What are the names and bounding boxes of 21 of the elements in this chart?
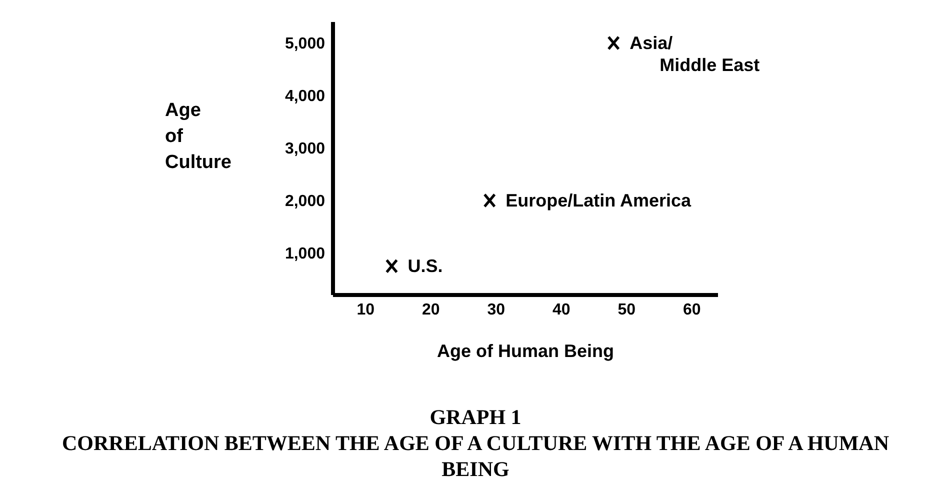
x-tick-label: 20 xyxy=(422,301,440,318)
x-tick-label: 60 xyxy=(683,301,701,318)
annotation: Europe/Latin America xyxy=(506,190,692,210)
x-tick-label: 50 xyxy=(618,301,636,318)
y-tick-label: 5,000 xyxy=(284,36,326,53)
x-tick-label: 10 xyxy=(356,301,375,318)
point xyxy=(483,193,496,208)
text: CORRELATION BETWEEN THE AGE OF A CULTURE WITH THE AGE OF A HUMAN BEING xyxy=(61,430,890,482)
point xyxy=(607,36,620,50)
y-tick-label: 1,000 xyxy=(284,246,326,263)
x-tick-label: 30 xyxy=(487,301,506,318)
x-axis-title: Age of Human Being xyxy=(436,341,614,361)
annotation: U.S. xyxy=(408,256,443,276)
y-axis-title: Age of Culture xyxy=(165,99,232,175)
point xyxy=(385,258,398,274)
x-tick-label: 40 xyxy=(552,301,570,318)
y-tick-label: 4,000 xyxy=(284,88,326,106)
text: GRAPH 1 xyxy=(428,404,522,430)
annotation: Asia/ Middle East xyxy=(630,33,760,75)
y-tick-label: 3,000 xyxy=(284,140,326,158)
y-tick-label: 2,000 xyxy=(284,193,326,210)
